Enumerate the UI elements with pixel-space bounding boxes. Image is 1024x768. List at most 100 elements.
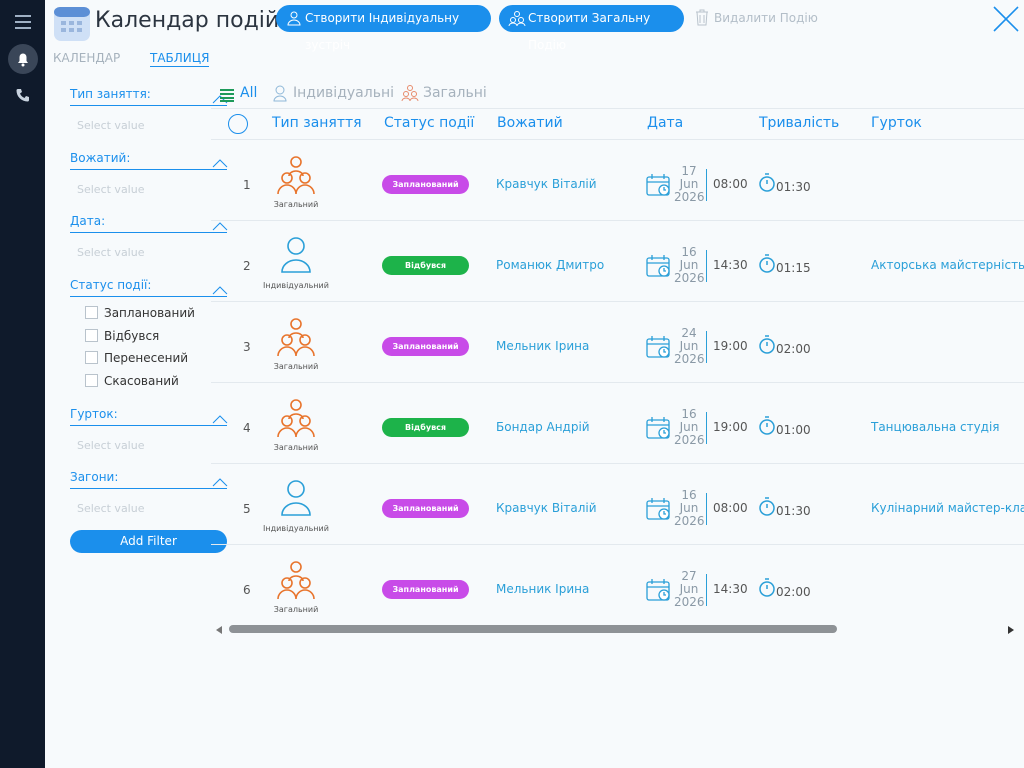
leader[interactable]: Бондар Андрій bbox=[496, 420, 590, 434]
row-divider bbox=[211, 463, 1024, 464]
date-month: Jun bbox=[679, 339, 699, 353]
collapse-icon[interactable] bbox=[212, 216, 228, 235]
type-tab[interactable]: All bbox=[240, 85, 258, 101]
calendar-icon bbox=[646, 578, 672, 606]
type-icon bbox=[276, 398, 316, 442]
delete-button[interactable]: Видалити Подію bbox=[714, 11, 818, 25]
duration-icon bbox=[758, 578, 776, 602]
close-button[interactable] bbox=[992, 5, 1020, 33]
filter-underline bbox=[70, 425, 227, 426]
calendar-icon bbox=[646, 335, 672, 363]
date-month: Jun bbox=[679, 501, 699, 515]
filter-select[interactable]: Select value bbox=[77, 119, 145, 132]
type-icon bbox=[276, 155, 316, 199]
type-label: Загальний bbox=[273, 605, 319, 614]
leader[interactable]: Мельник Ірина bbox=[496, 339, 590, 353]
type-icon bbox=[276, 560, 316, 604]
duration-icon bbox=[758, 254, 776, 278]
type-tab[interactable]: Індивідуальні bbox=[293, 85, 394, 101]
create-general-button[interactable]: Створити Загальну Подію bbox=[499, 5, 684, 52]
date-month: Jun bbox=[679, 582, 699, 596]
leader[interactable]: Мельник Ірина bbox=[496, 582, 590, 596]
filter-select[interactable]: Select value bbox=[77, 439, 145, 452]
filter-label: Загони: bbox=[70, 470, 119, 484]
checkbox-label: Скасований bbox=[104, 373, 179, 388]
add-filter-button[interactable]: Add Filter bbox=[70, 530, 227, 553]
status-badge: Запланований bbox=[382, 580, 469, 599]
type-icon bbox=[276, 236, 316, 280]
table-tab[interactable]: ТАБЛИЦЯ bbox=[150, 51, 210, 67]
type-tab[interactable]: Загальні bbox=[423, 85, 487, 101]
date-divider bbox=[706, 493, 707, 525]
header-divider bbox=[211, 139, 1024, 140]
collapse-icon[interactable] bbox=[212, 280, 228, 299]
general-tab-icon bbox=[401, 84, 419, 106]
checkbox[interactable] bbox=[85, 306, 98, 319]
date-divider bbox=[706, 250, 707, 282]
checkbox[interactable] bbox=[85, 328, 98, 342]
time: 14:30 bbox=[713, 582, 748, 596]
column-header[interactable]: Гурток bbox=[871, 115, 922, 131]
phone-icon[interactable] bbox=[15, 87, 31, 103]
date-divider bbox=[706, 331, 707, 363]
date-year: 2026 bbox=[674, 433, 705, 447]
date-day: 16 bbox=[681, 407, 697, 421]
column-header[interactable]: Вожатий bbox=[497, 115, 563, 131]
type-label: Індивідуальний bbox=[263, 281, 329, 290]
column-header[interactable]: Тривалість bbox=[759, 115, 840, 131]
checkbox[interactable] bbox=[85, 351, 98, 364]
calendar-logo bbox=[54, 7, 90, 41]
leader[interactable]: Кравчук Віталій bbox=[496, 501, 597, 515]
calendar-icon bbox=[646, 497, 672, 525]
column-header[interactable]: Дата bbox=[647, 115, 684, 131]
collapse-icon[interactable] bbox=[212, 472, 228, 491]
checkbox[interactable] bbox=[85, 373, 98, 387]
date-year: 2026 bbox=[674, 271, 705, 285]
date-year: 2026 bbox=[674, 514, 705, 528]
row-divider bbox=[211, 544, 1024, 545]
status-badge: Запланований bbox=[382, 499, 469, 518]
leader[interactable]: Кравчук Віталій bbox=[496, 177, 597, 191]
status-badge: Відбувся bbox=[382, 256, 469, 275]
type-icon bbox=[276, 479, 316, 523]
club[interactable]: Акторська майстерність & bbox=[871, 258, 1024, 272]
type-label: Індивідуальний bbox=[263, 524, 329, 533]
leader[interactable]: Романюк Дмитро bbox=[496, 258, 605, 272]
status-badge: Відбувся bbox=[382, 418, 469, 437]
type-label: Загальний bbox=[273, 443, 319, 452]
row-divider bbox=[211, 301, 1024, 302]
date-divider bbox=[706, 169, 707, 201]
filter-select[interactable]: Select value bbox=[77, 502, 145, 515]
date-year: 2026 bbox=[674, 595, 705, 609]
duration: 01:30 bbox=[776, 180, 811, 194]
person-icon bbox=[287, 11, 301, 26]
calendar-tab[interactable]: КАЛЕНДАР bbox=[53, 51, 121, 65]
filter-select[interactable]: Select value bbox=[77, 183, 145, 196]
row-divider bbox=[211, 382, 1024, 383]
select-all[interactable] bbox=[228, 114, 248, 134]
club[interactable]: Кулінарний майстер-клас bbox=[871, 501, 1024, 515]
status-badge: Запланований bbox=[382, 175, 469, 194]
filter-underline bbox=[70, 169, 227, 170]
column-header[interactable]: Статус події bbox=[384, 115, 475, 131]
filter-select[interactable]: Select value bbox=[77, 246, 145, 259]
all-icon bbox=[219, 87, 235, 106]
time: 14:30 bbox=[713, 258, 748, 272]
collapse-icon[interactable] bbox=[212, 409, 228, 428]
column-header[interactable]: Тип заняття bbox=[272, 115, 362, 131]
menu-icon[interactable] bbox=[14, 14, 32, 30]
notifications-icon[interactable] bbox=[8, 44, 38, 74]
duration-icon bbox=[758, 497, 776, 521]
duration: 02:00 bbox=[776, 342, 811, 356]
collapse-icon[interactable] bbox=[212, 153, 228, 172]
checkbox-label: Перенесений bbox=[104, 351, 189, 365]
create-individual-button[interactable]: Створити Індивідуальну зустріч bbox=[276, 5, 491, 52]
club[interactable]: Танцювальна студія bbox=[871, 420, 1000, 434]
row-number: 3 bbox=[243, 340, 251, 354]
calendar-icon bbox=[646, 416, 672, 444]
scrollbar-thumb[interactable] bbox=[229, 625, 837, 633]
scroll-arrows[interactable] bbox=[214, 624, 1014, 636]
duration: 01:15 bbox=[776, 261, 811, 275]
date-day: 16 bbox=[681, 245, 697, 259]
